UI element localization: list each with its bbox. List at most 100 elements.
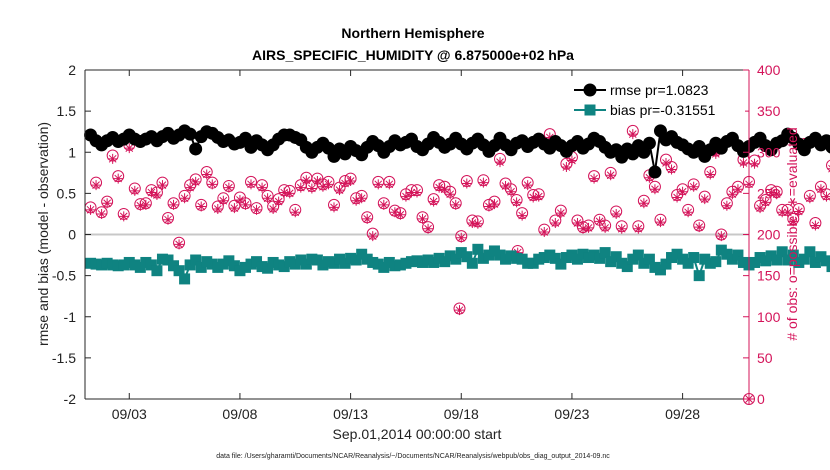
bias-point: [776, 246, 788, 258]
obs-evaluated-point: [246, 179, 256, 190]
obs-evaluated-point: [251, 204, 262, 215]
bias-point: [345, 252, 357, 264]
obs-evaluated-point: [456, 232, 467, 243]
obs-possible-point: [826, 159, 830, 172]
bias-point: [677, 253, 689, 265]
bias-point: [732, 249, 744, 261]
bias-point: [311, 254, 323, 266]
obs-evaluated-point: [738, 157, 749, 168]
obs-evaluated-point: [434, 182, 445, 193]
rmse-point: [183, 127, 197, 141]
bias-point: [389, 260, 401, 272]
bias-point: [450, 253, 462, 265]
bias-point: [461, 251, 473, 263]
obs-evaluated-point: [257, 182, 268, 193]
obs-evaluated-point: [517, 210, 528, 221]
bias-point: [383, 256, 395, 268]
obs-evaluated-point: [229, 203, 240, 214]
obs-evaluated-point: [666, 164, 677, 175]
obs-evaluated-point: [168, 199, 179, 210]
obs-evaluated-point: [649, 184, 660, 195]
obs-evaluated-point: [102, 198, 113, 209]
obs-evaluated-point: [373, 179, 384, 190]
obs-evaluated-point: [600, 222, 611, 233]
bias-point: [206, 258, 218, 270]
obs-evaluated-point: [118, 211, 129, 222]
obs-evaluated-point: [566, 155, 577, 166]
obs-evaluated-point: [317, 181, 328, 192]
obs-evaluated-point: [140, 199, 151, 210]
bias-point: [749, 256, 761, 268]
bias-point: [737, 256, 749, 268]
bias-point: [251, 256, 263, 268]
y-tick-label: -1: [64, 309, 77, 325]
bias-point: [289, 258, 301, 270]
obs-evaluated-point: [572, 217, 583, 228]
rmse-point: [648, 165, 662, 179]
bias-point: [455, 247, 467, 259]
bias-point: [267, 256, 279, 268]
obs-evaluated-point: [334, 185, 345, 196]
bias-series: [85, 243, 830, 285]
rmse-point: [642, 136, 656, 150]
obs-evaluated-point: [212, 204, 223, 215]
obs-evaluated-point: [129, 185, 140, 196]
obs-evaluated-point: [345, 176, 356, 187]
bias-point: [356, 248, 368, 260]
obs-evaluated-point: [771, 189, 782, 200]
bias-point: [688, 252, 700, 264]
obs-evaluated-point: [367, 231, 378, 242]
obs-evaluated-point: [185, 182, 196, 193]
bias-point: [566, 249, 578, 261]
x-tick-label: 09/13: [333, 406, 368, 422]
bias-point: [295, 254, 307, 266]
obs-evaluated-point: [766, 187, 777, 198]
x-axis-label: Sep.01,2014 00:00:00 start: [333, 426, 502, 442]
bias-point: [256, 261, 268, 273]
bias-point: [505, 250, 517, 262]
bias-point: [671, 248, 683, 260]
obs-evaluated-point: [672, 192, 683, 203]
bias-point: [433, 252, 445, 264]
obs-evaluated-point: [788, 216, 799, 227]
bias-point: [760, 255, 772, 267]
obs-evaluated-point: [821, 191, 830, 202]
y-right-tick-label: 150: [757, 268, 781, 284]
bias-point: [715, 244, 727, 256]
bias-point: [112, 260, 124, 272]
bias-point: [179, 273, 191, 285]
y-tick-label: 0: [68, 227, 76, 243]
obs-evaluated-point: [793, 206, 804, 217]
obs-evaluated-point: [512, 247, 523, 258]
obs-evaluated-point: [594, 216, 605, 227]
x-tick-label: 09/03: [112, 406, 147, 422]
bias-point: [483, 249, 495, 261]
y-axis-right-ticks: 0 50 100 150 200 250 300 350 400: [743, 62, 781, 407]
obs-evaluated-point: [500, 180, 511, 191]
y-tick-label: -1.5: [52, 350, 76, 366]
bias-point: [201, 256, 213, 268]
bias-point: [643, 253, 655, 265]
bias-point: [616, 257, 628, 269]
bias-point: [754, 252, 766, 264]
bias-point: [317, 259, 329, 271]
y-axis-label: rmse and bias (model - observation): [35, 122, 51, 346]
obs-evaluated-point: [495, 157, 505, 168]
bias-point: [488, 245, 500, 257]
obs-evaluated-point: [815, 184, 826, 195]
obs-evaluated-point: [638, 198, 649, 209]
bias-point: [422, 254, 434, 266]
bias-point: [804, 246, 816, 258]
obs-evaluated-point: [428, 196, 439, 207]
bias-point: [129, 259, 141, 271]
y-axis-right-label: # of obs: o=possible; ∗=evaluated: [784, 127, 800, 340]
obs-evaluated-point: [96, 208, 107, 219]
obs-evaluated-point: [760, 197, 771, 208]
bias-point: [140, 256, 152, 268]
bias-point: [516, 253, 528, 265]
rmse-series: [84, 124, 830, 179]
bias-point: [273, 259, 285, 271]
y-tick-label: 1: [68, 144, 76, 160]
obs-evaluated-point: [306, 183, 317, 194]
